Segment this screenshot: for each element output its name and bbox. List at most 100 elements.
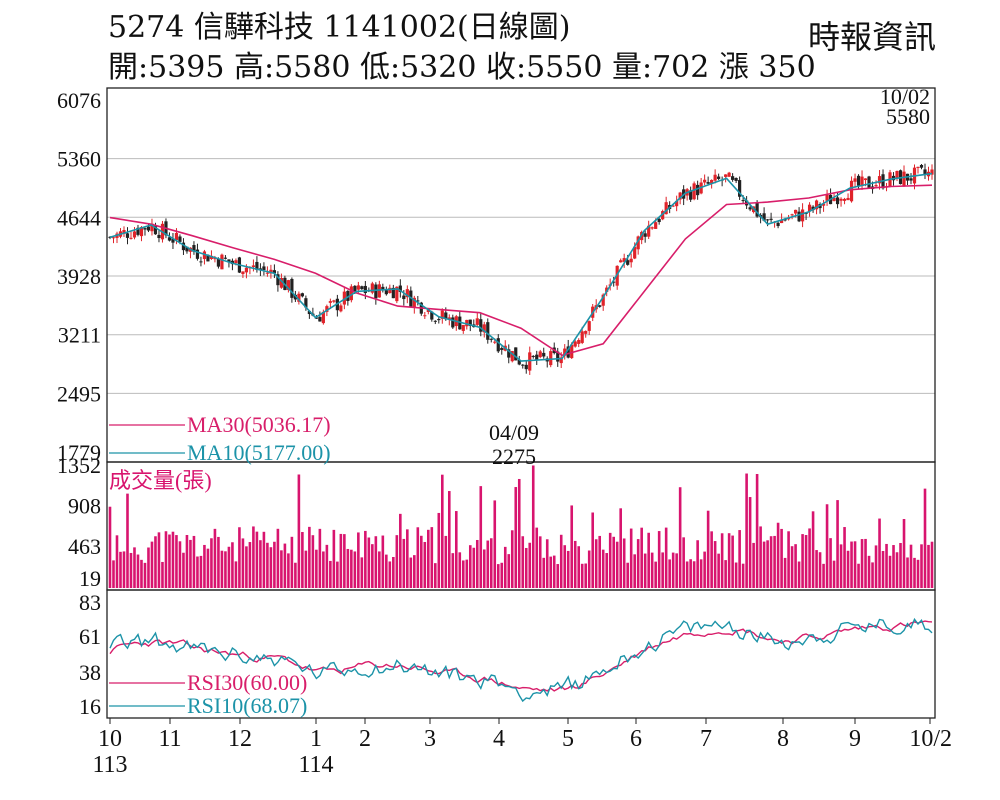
price-tick-label: 2495 — [57, 381, 101, 406]
volume-bar — [269, 547, 273, 588]
price-tick-label: 3928 — [57, 264, 101, 289]
candle-body — [482, 324, 486, 333]
candle-body — [849, 180, 854, 202]
volume-bar — [871, 562, 874, 588]
x-tick-label: 7 — [700, 726, 712, 752]
candle-body — [465, 319, 469, 327]
candle-body — [150, 223, 154, 232]
volume-bar — [468, 545, 472, 588]
volume-bar — [633, 554, 636, 588]
volume-title: 成交量(張) — [109, 468, 212, 493]
volume-bar — [489, 538, 493, 588]
candle-body — [146, 226, 151, 231]
volume-bar — [664, 527, 668, 588]
candle-body — [874, 185, 878, 187]
candle-body — [444, 312, 448, 320]
rsi-tick-label: 83 — [79, 590, 101, 615]
volume-bar — [385, 554, 388, 588]
volume-bar — [318, 528, 322, 588]
candle-body — [612, 281, 616, 283]
volume-bar — [538, 536, 542, 588]
volume-bar — [825, 504, 829, 588]
candle-body — [122, 230, 126, 234]
volume-bar — [654, 561, 657, 588]
rsi-lines — [109, 617, 933, 703]
volume-bar — [752, 542, 755, 588]
candle-body — [111, 237, 116, 239]
volume-bar — [801, 534, 804, 588]
volume-bar — [447, 491, 451, 588]
candle-body — [654, 222, 658, 229]
rsi-tick-label: 38 — [79, 660, 101, 685]
volume-bar — [171, 531, 175, 588]
volume-bar — [857, 563, 860, 588]
candle-body — [535, 354, 539, 360]
candle-body — [349, 286, 353, 301]
volume-bar — [892, 545, 895, 588]
candle-body — [279, 278, 283, 288]
volume-tick-label: 463 — [68, 534, 101, 559]
candle-body — [412, 297, 416, 308]
volume-bar — [545, 539, 549, 588]
volume-bar — [745, 473, 748, 588]
volume-bar — [867, 555, 871, 588]
candle-body — [314, 317, 318, 319]
volume-bar — [210, 538, 213, 588]
volume-bar — [692, 561, 696, 588]
volume-bar — [255, 531, 259, 588]
volume-bar — [503, 546, 507, 588]
candle-body — [307, 310, 311, 315]
candle-body — [206, 254, 210, 262]
panel-frame — [106, 87, 936, 463]
ma30-line — [109, 184, 933, 357]
volume-bar — [832, 560, 836, 588]
candle-body — [748, 207, 752, 210]
candle-body — [181, 242, 186, 251]
volume-bar — [252, 526, 255, 588]
candlesticks — [108, 163, 934, 375]
volume-bar — [182, 552, 185, 588]
candle-body — [821, 203, 826, 206]
volume-bar — [440, 474, 444, 588]
candle-body — [468, 319, 472, 326]
volume-bar — [304, 550, 308, 588]
candle-body — [570, 344, 574, 359]
candle-body — [839, 198, 843, 201]
candle-body — [923, 169, 927, 175]
rsi-tick-label: 16 — [79, 694, 101, 719]
candle-body — [486, 322, 490, 340]
volume-bar — [399, 513, 402, 588]
volume-bar — [231, 542, 234, 588]
candle-body — [475, 318, 479, 325]
candle-body — [192, 245, 196, 252]
candle-body — [276, 274, 280, 286]
volume-bar — [615, 541, 619, 588]
candle-body — [209, 255, 214, 259]
volume-bar — [913, 557, 916, 588]
candle-body — [440, 310, 444, 319]
volume-bar — [836, 500, 839, 588]
candle-body — [356, 285, 360, 290]
volume-bar — [682, 537, 685, 588]
candle-body — [430, 311, 434, 320]
candle-body — [542, 352, 546, 357]
volume-bar — [157, 532, 161, 588]
candle-body — [895, 170, 899, 179]
candle-body — [909, 178, 913, 181]
volume-bar — [563, 545, 567, 588]
candle-body — [153, 225, 158, 235]
candle-body — [734, 178, 738, 181]
volume-bar — [766, 540, 769, 588]
volume-bar — [549, 556, 553, 588]
volume-bar — [392, 556, 395, 588]
candle-body — [902, 171, 906, 186]
volume-bar — [916, 559, 920, 588]
volume-bar — [346, 548, 350, 588]
volume-bar — [699, 559, 703, 588]
volume-bar — [759, 526, 762, 588]
candle-body — [563, 348, 567, 356]
volume-bar — [168, 534, 171, 588]
volume-bar — [329, 560, 332, 588]
candle-body — [437, 319, 441, 321]
candle-body — [360, 286, 364, 290]
